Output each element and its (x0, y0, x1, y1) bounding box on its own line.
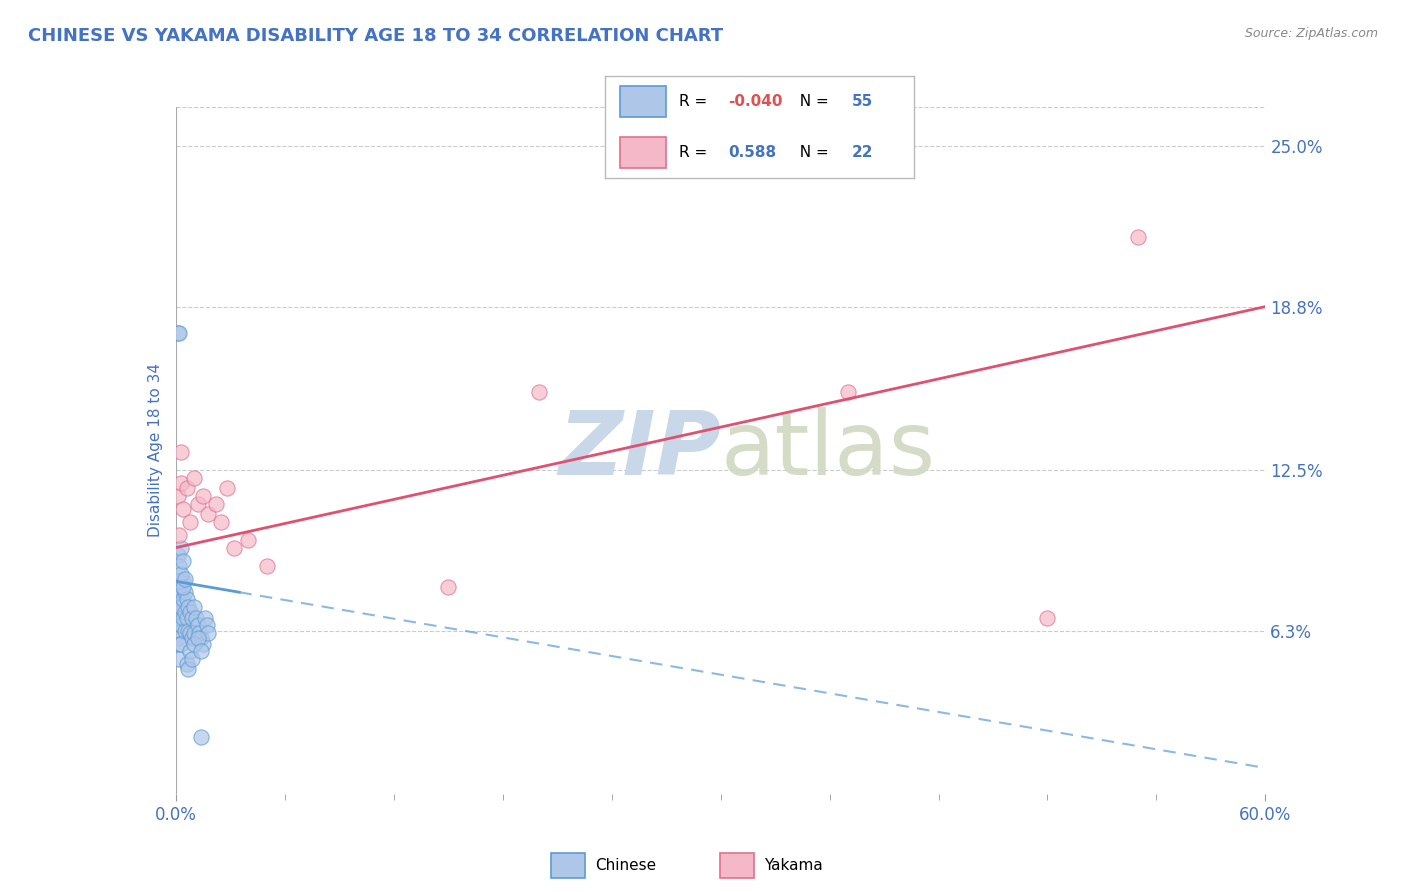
Bar (720, 853, 754, 878)
Point (172, 580, 194, 594)
Point (191, 636, 214, 650)
Point (170, 566, 193, 581)
Point (173, 606, 195, 620)
Text: R =: R = (679, 145, 717, 161)
Text: Chinese: Chinese (595, 858, 657, 872)
Point (170, 541, 193, 555)
Point (437, 580, 460, 594)
Point (166, 606, 188, 620)
Point (172, 610, 194, 624)
Point (170, 618, 193, 632)
Point (169, 326, 191, 340)
Point (181, 652, 204, 666)
Point (195, 618, 218, 632)
Point (169, 652, 191, 666)
Point (190, 644, 212, 658)
Text: N =: N = (790, 94, 834, 109)
Point (173, 572, 195, 586)
Point (170, 584, 193, 599)
Point (256, 558, 278, 573)
Point (186, 632, 209, 646)
Point (179, 626, 201, 640)
Point (197, 626, 219, 640)
Point (1128, 229, 1150, 244)
Text: 55: 55 (852, 94, 873, 109)
Point (215, 481, 238, 495)
Point (173, 624, 195, 638)
Point (166, 489, 188, 503)
Point (186, 618, 209, 632)
Point (183, 471, 205, 485)
Bar (620, 87, 666, 117)
Text: 0.588: 0.588 (728, 145, 776, 161)
Point (176, 610, 198, 624)
Bar (620, 137, 666, 168)
Point (177, 600, 200, 615)
Point (176, 657, 198, 672)
Text: CHINESE VS YAKAMA DISABILITY AGE 18 TO 34 CORRELATION CHART: CHINESE VS YAKAMA DISABILITY AGE 18 TO 3… (28, 27, 723, 45)
Point (179, 644, 201, 658)
Point (837, 385, 859, 400)
Point (184, 610, 207, 624)
Point (181, 632, 204, 646)
Point (166, 549, 188, 563)
Point (169, 580, 191, 594)
Bar (551, 853, 585, 878)
Point (197, 507, 219, 521)
Y-axis label: Disability Age 18 to 34: Disability Age 18 to 34 (148, 363, 163, 538)
Point (169, 600, 191, 615)
Point (188, 626, 211, 640)
Point (170, 636, 193, 650)
Text: N =: N = (790, 145, 834, 161)
Point (238, 533, 260, 547)
Point (194, 610, 217, 624)
Point (177, 624, 200, 638)
Point (1036, 610, 1059, 624)
Point (169, 574, 191, 589)
Point (170, 600, 193, 615)
Point (169, 610, 191, 624)
Point (173, 584, 195, 599)
Point (170, 475, 193, 490)
Point (183, 600, 205, 615)
Point (166, 592, 188, 607)
Point (169, 527, 191, 541)
Point (179, 515, 201, 529)
Text: atlas: atlas (721, 407, 936, 494)
Point (169, 636, 191, 650)
Point (183, 626, 205, 640)
Point (204, 497, 226, 511)
Point (222, 541, 245, 555)
Text: ZIP: ZIP (558, 407, 721, 494)
Point (172, 592, 194, 607)
Point (177, 663, 200, 677)
Point (172, 553, 194, 567)
Text: R =: R = (679, 94, 711, 109)
Point (172, 574, 194, 589)
Point (183, 636, 205, 650)
Text: 22: 22 (852, 145, 873, 161)
Point (166, 618, 188, 632)
Point (169, 558, 191, 573)
Point (166, 632, 188, 646)
Point (179, 606, 201, 620)
Point (191, 489, 214, 503)
Point (190, 632, 212, 646)
Point (181, 610, 204, 624)
Point (166, 326, 188, 340)
Point (209, 515, 232, 529)
Point (186, 497, 209, 511)
Point (190, 730, 212, 744)
Text: Yakama: Yakama (763, 858, 823, 872)
Point (170, 444, 193, 458)
Point (172, 501, 194, 516)
Point (176, 481, 198, 495)
Text: -0.040: -0.040 (728, 94, 783, 109)
Text: Source: ZipAtlas.com: Source: ZipAtlas.com (1244, 27, 1378, 40)
Point (527, 385, 550, 400)
Point (176, 592, 198, 607)
